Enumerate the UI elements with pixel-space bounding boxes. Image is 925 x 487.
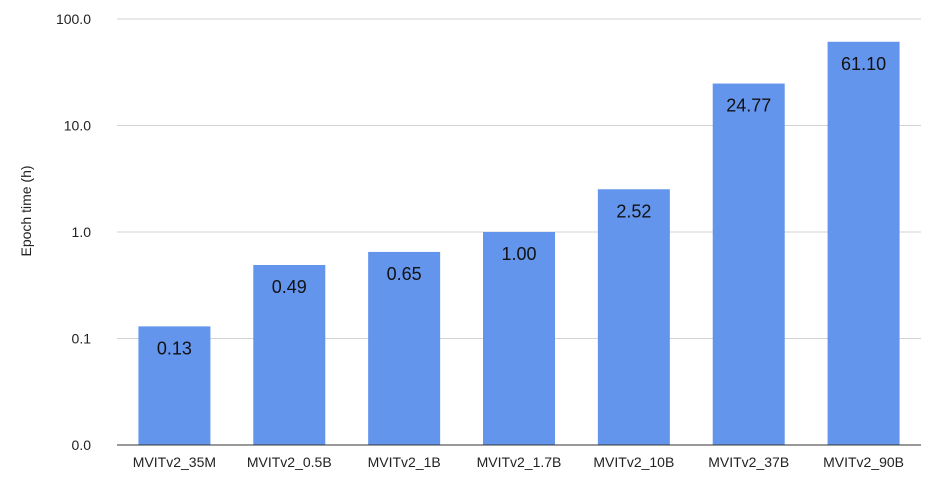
y-tick-label: 1.0	[72, 224, 92, 240]
data-label: 24.77	[726, 96, 771, 116]
y-tick-label: 10.0	[64, 118, 91, 134]
data-label: 2.52	[616, 201, 651, 221]
x-tick-label: MVITv2_0.5B	[247, 454, 332, 470]
y-tick-label: 0.1	[72, 331, 92, 347]
y-tick-label: 100.0	[56, 11, 91, 27]
bar	[597, 189, 670, 445]
data-label: 0.13	[157, 338, 192, 358]
bar	[827, 41, 900, 445]
bar	[368, 251, 441, 445]
x-tick-label: MVITv2_1B	[368, 454, 441, 470]
bar	[138, 326, 211, 445]
bars	[138, 41, 900, 446]
x-tick-labels: MVITv2_35M MVITv2_0.5B MVITv2_1B MVITv2_1.7…	[133, 454, 904, 470]
bar	[253, 264, 326, 445]
x-tick-label: MVITv2_35M	[133, 454, 216, 470]
data-label: 0.65	[387, 264, 422, 284]
data-labels: 0.13 0.49 0.65 1.00 2.52 24.77 61.10	[157, 54, 886, 359]
y-tick-label: 0.0	[72, 437, 92, 453]
y-axis-title: Epoch time (h)	[18, 165, 34, 256]
x-tick-label: MVITv2_90B	[823, 454, 904, 470]
x-tick-label: MVITv2_1.7B	[477, 454, 562, 470]
bar	[712, 83, 785, 446]
data-label: 61.10	[841, 54, 886, 74]
data-label: 1.00	[501, 244, 536, 264]
data-label: 0.49	[272, 277, 307, 297]
bar	[483, 232, 555, 445]
y-tick-labels: 0.0 0.1 1.0 10.0 100.0	[56, 11, 91, 453]
x-tick-label: MVITv2_37B	[708, 454, 789, 470]
x-tick-label: MVITv2_10B	[593, 454, 674, 470]
